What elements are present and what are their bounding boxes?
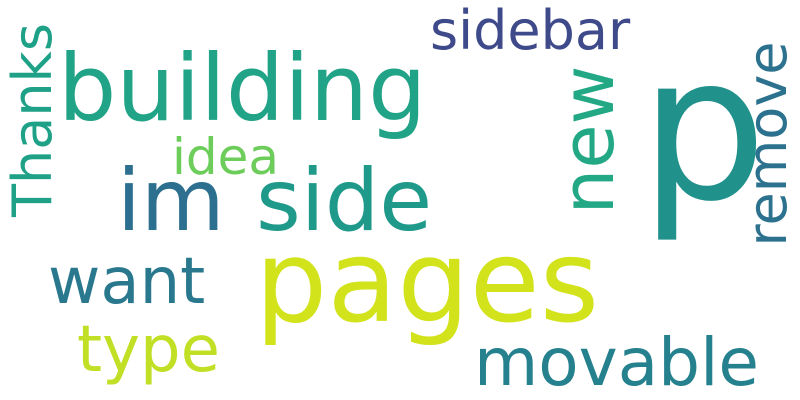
word-pages: pages [255, 215, 600, 348]
word-remove: remove [736, 41, 799, 247]
word-type: type [77, 313, 220, 387]
word-side: side [256, 151, 433, 251]
word-idea: idea [172, 128, 280, 186]
word-want: want [48, 245, 206, 319]
word-thanks: Thanks [1, 23, 64, 217]
word-movable: movable [474, 324, 760, 400]
word-building: building [58, 35, 427, 142]
word-sidebar: sidebar [430, 0, 631, 62]
word-p: p [640, 13, 767, 246]
word-new[interactable]: new [546, 65, 630, 215]
word-im: im [117, 151, 225, 251]
